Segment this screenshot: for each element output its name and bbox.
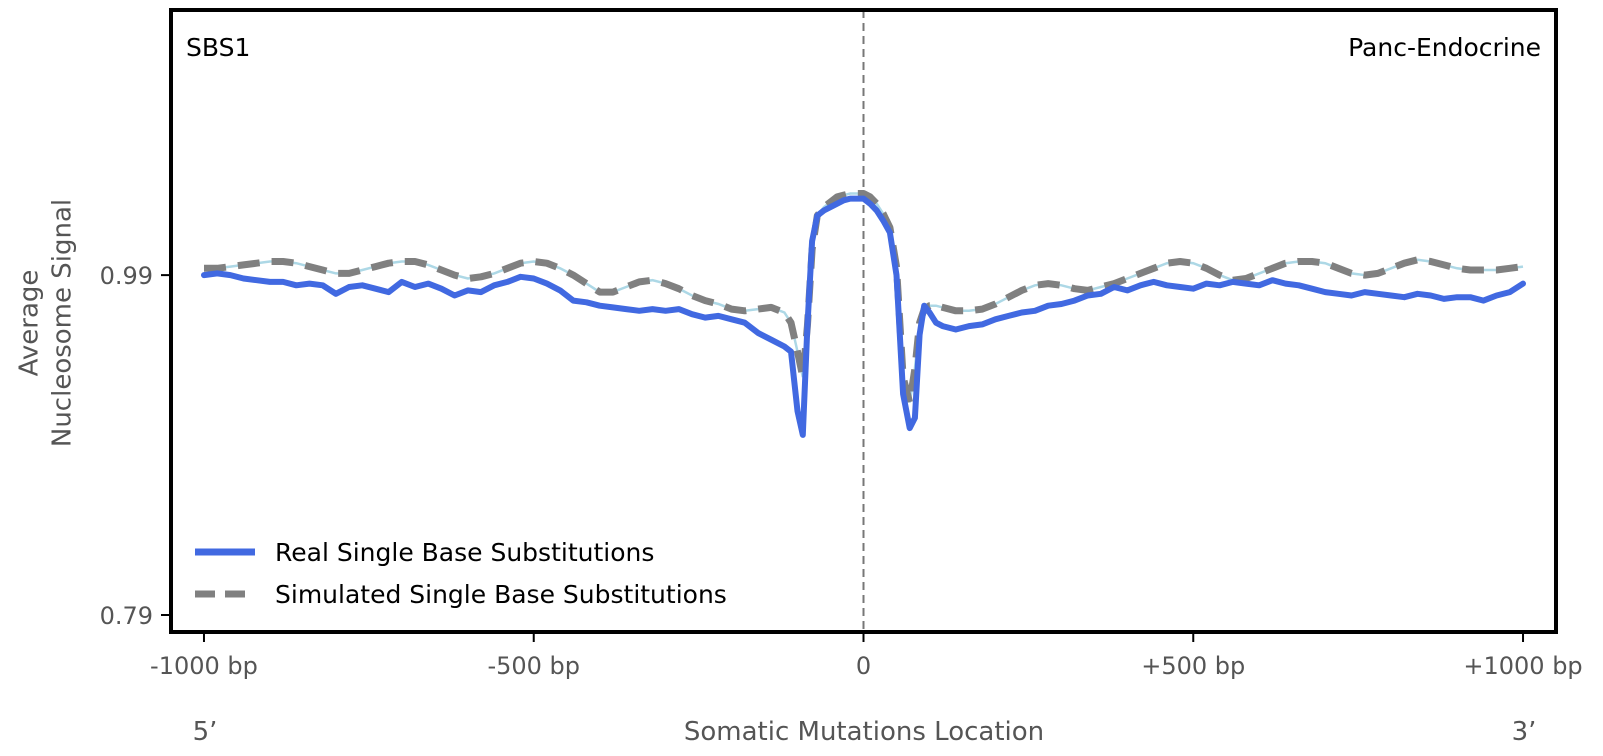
y-axis-title: Average Nucleosome Signal: [15, 199, 78, 447]
signature-label: SBS1: [186, 33, 250, 62]
strand-right-label: 3’: [1512, 717, 1537, 747]
y-tick-label: 0.99: [100, 262, 153, 290]
legend-label-simulated: Simulated Single Base Substitutions: [275, 580, 727, 609]
y-axis-title-line2: Nucleosome Signal: [48, 199, 78, 447]
tissue-label: Panc-Endocrine: [1348, 33, 1541, 62]
y-axis-ticks: 0.79 0.99: [100, 262, 171, 630]
x-tick-label: +500 bp: [1141, 652, 1245, 680]
series-line-real: [201, 195, 1526, 438]
series-line-simulated: [204, 190, 1524, 407]
x-tick-label: -500 bp: [487, 652, 580, 680]
y-tick-label: 0.79: [100, 602, 153, 630]
x-tick-label: -1000 bp: [150, 652, 258, 680]
strand-left-label: 5’: [193, 717, 218, 747]
legend: Real Single Base Substitutions Simulated…: [195, 538, 727, 609]
series-layer: [201, 190, 1526, 438]
x-axis-ticks: -1000 bp -500 bp 0 +500 bp +1000 bp: [150, 632, 1583, 680]
y-axis-title-line1: Average: [15, 270, 45, 377]
legend-label-real: Real Single Base Substitutions: [275, 538, 654, 567]
x-axis-title: Somatic Mutations Location: [684, 717, 1044, 747]
x-tick-label: +1000 bp: [1463, 652, 1582, 680]
x-tick-label: 0: [856, 652, 871, 680]
